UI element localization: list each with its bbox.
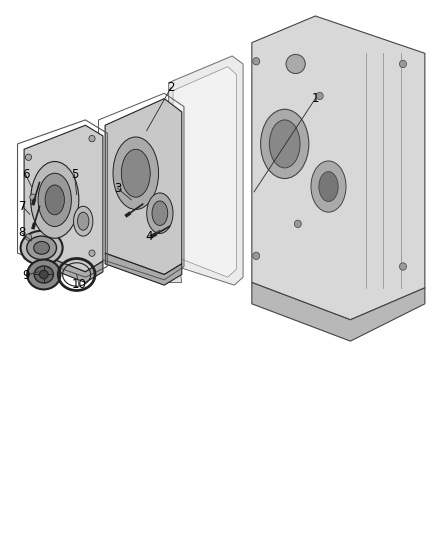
Ellipse shape xyxy=(74,206,93,236)
Polygon shape xyxy=(105,253,182,285)
Polygon shape xyxy=(24,125,103,272)
Ellipse shape xyxy=(319,172,338,201)
Ellipse shape xyxy=(286,54,305,74)
Ellipse shape xyxy=(399,263,406,270)
Ellipse shape xyxy=(38,173,71,227)
Text: 10: 10 xyxy=(71,278,86,291)
Polygon shape xyxy=(173,67,237,277)
Ellipse shape xyxy=(147,193,173,233)
Ellipse shape xyxy=(261,109,309,179)
Ellipse shape xyxy=(39,270,48,279)
Text: 6: 6 xyxy=(21,168,29,181)
Ellipse shape xyxy=(121,149,150,197)
Ellipse shape xyxy=(399,60,406,68)
Ellipse shape xyxy=(34,266,53,283)
Ellipse shape xyxy=(253,58,260,65)
Ellipse shape xyxy=(25,234,32,240)
Polygon shape xyxy=(252,16,425,320)
Ellipse shape xyxy=(152,201,168,225)
Ellipse shape xyxy=(34,241,49,254)
Ellipse shape xyxy=(78,212,89,230)
Text: 9: 9 xyxy=(22,269,30,281)
Text: 1: 1 xyxy=(311,92,319,105)
Ellipse shape xyxy=(45,185,64,215)
Text: 8: 8 xyxy=(18,227,25,239)
Polygon shape xyxy=(105,99,182,274)
Ellipse shape xyxy=(31,161,79,238)
Ellipse shape xyxy=(253,252,260,260)
Ellipse shape xyxy=(269,120,300,168)
Text: 7: 7 xyxy=(19,200,27,213)
Text: 2: 2 xyxy=(167,82,175,94)
Ellipse shape xyxy=(89,250,95,256)
Text: 5: 5 xyxy=(71,168,78,181)
Polygon shape xyxy=(169,56,243,285)
Polygon shape xyxy=(162,264,182,282)
Ellipse shape xyxy=(113,137,159,209)
Ellipse shape xyxy=(316,92,323,100)
Text: 4: 4 xyxy=(145,230,153,243)
Text: 3: 3 xyxy=(114,182,121,195)
Ellipse shape xyxy=(27,236,57,260)
Ellipse shape xyxy=(27,260,60,289)
Polygon shape xyxy=(252,282,425,341)
Ellipse shape xyxy=(21,231,63,265)
Ellipse shape xyxy=(294,220,301,228)
Ellipse shape xyxy=(311,161,346,212)
Ellipse shape xyxy=(30,194,36,200)
Polygon shape xyxy=(24,248,103,282)
Ellipse shape xyxy=(25,154,32,160)
Ellipse shape xyxy=(89,135,95,142)
